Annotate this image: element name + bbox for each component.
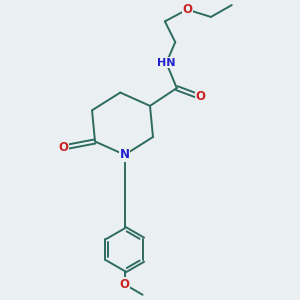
Text: O: O xyxy=(59,141,69,154)
Text: O: O xyxy=(182,3,192,16)
Text: N: N xyxy=(120,148,130,161)
Text: O: O xyxy=(120,278,130,291)
Text: HN: HN xyxy=(157,58,176,68)
Text: O: O xyxy=(196,91,206,103)
